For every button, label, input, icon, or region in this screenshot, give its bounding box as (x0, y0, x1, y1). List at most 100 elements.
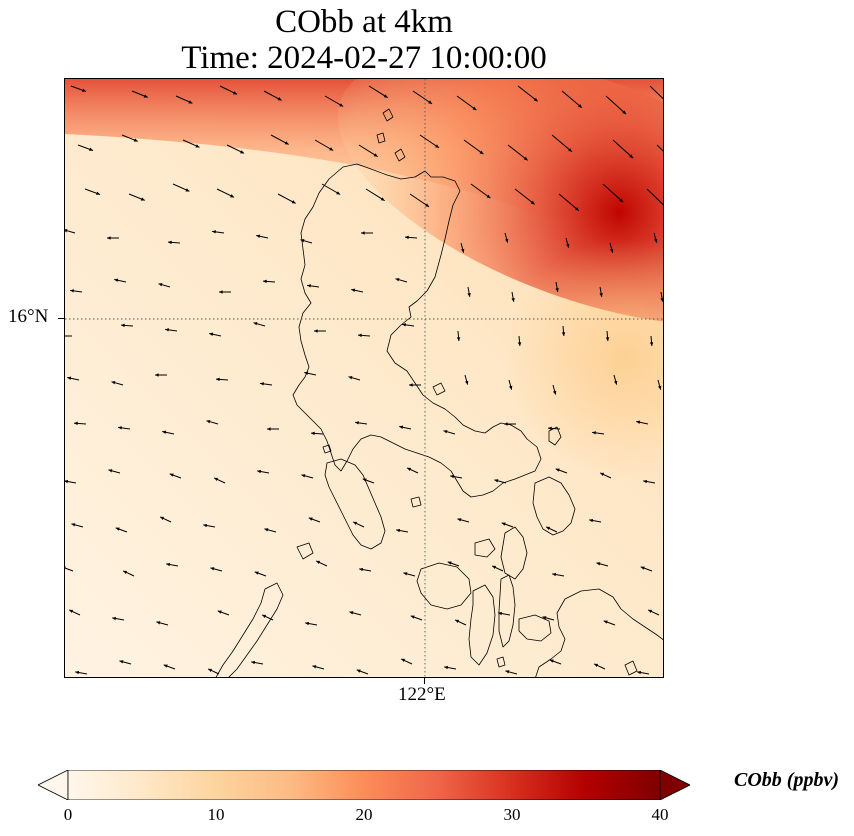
coastline-luzon (292, 163, 542, 498)
wind-vector-head (143, 94, 148, 98)
wind-vector (602, 183, 624, 203)
wind-vector-head (410, 615, 415, 619)
coastline-calamian (296, 542, 314, 560)
wind-vector-head (479, 150, 484, 155)
latitude-label: 16°N (8, 306, 49, 327)
wind-vector-head (300, 239, 305, 243)
wind-vector-head (383, 94, 388, 98)
coastline-marinduque (410, 496, 422, 508)
wind-vector-head (212, 230, 216, 234)
wind-vector (456, 95, 477, 111)
wind-vector-head (112, 616, 117, 621)
wind-vector-head (435, 144, 440, 148)
wind-vectors (65, 85, 663, 675)
wind-vector-head (578, 104, 582, 108)
wind-vector-head (119, 660, 124, 664)
wind-vector-head (233, 91, 238, 95)
wind-vector-head (291, 200, 296, 204)
wind-vector-head (407, 467, 412, 472)
wind-vector (656, 144, 663, 152)
wind-vector-head (523, 156, 528, 161)
wind-vector-head (649, 342, 654, 346)
wind-vector-head (158, 283, 163, 287)
wind-vector-head (75, 670, 80, 675)
colorbar-tick-20: 20 (355, 805, 373, 824)
wind-vector-head (568, 148, 572, 152)
wind-vector-head (339, 103, 344, 107)
coastline-samar (532, 476, 576, 536)
wind-vector-head (456, 337, 461, 341)
wind-vector-head (118, 426, 122, 430)
coastline-catanduanes (548, 426, 562, 446)
wind-vector (649, 85, 663, 100)
wind-vector-head (619, 198, 624, 203)
wind-vector-head (305, 621, 310, 626)
wind-vector-head (301, 474, 306, 478)
wind-vector-head (511, 297, 515, 302)
wind-vector-head (486, 194, 491, 199)
wind-vector-head (494, 479, 499, 483)
wind-vector-head (447, 561, 452, 565)
wind-vector-head (504, 238, 509, 243)
wind-vector-head (89, 147, 94, 151)
wind-vector-head (133, 138, 138, 142)
coastline-cebu (498, 574, 516, 648)
wind-vector-head (653, 238, 658, 243)
wind-vector-head (609, 248, 614, 253)
wind-vector-head (492, 565, 497, 570)
wind-vector-head (115, 527, 120, 531)
wind-vector-head (348, 376, 353, 380)
wind-vector-head (396, 528, 401, 533)
coastline-batanes-2 (376, 132, 386, 144)
wind-vector-head (565, 243, 570, 248)
wind-vector-head (648, 609, 653, 614)
wind-vector (558, 193, 580, 212)
coastline-lubang (322, 444, 332, 454)
wind-vector (612, 139, 634, 159)
wind-vector-head (643, 479, 648, 484)
coastline-panay (416, 562, 472, 610)
wind-vector-head (96, 191, 101, 195)
wind-vector-head (555, 287, 559, 292)
coastline-negros (468, 584, 496, 666)
wind-vector-head (316, 560, 321, 565)
wind-vector-head (185, 188, 190, 192)
colorbar-tick-10: 10 (207, 805, 225, 824)
colorbar-extend-high (659, 770, 690, 800)
coastline-palawan (215, 582, 284, 677)
wind-vector-head (605, 337, 610, 341)
wind-vector (368, 85, 388, 99)
wind-vector-head (622, 110, 627, 115)
wind-vector (646, 188, 663, 206)
wind-vector-head (65, 229, 68, 233)
wind-vector-head (314, 329, 318, 333)
coastline-batanes-1 (382, 108, 394, 122)
wind-vector-head (561, 332, 566, 336)
wind-vector-head (260, 382, 264, 386)
wind-vector-head (114, 278, 119, 282)
wind-vector-head (230, 194, 235, 198)
map-title-line-1: CObb at 4km (275, 4, 453, 40)
longitude-label: 122°E (398, 684, 446, 705)
wind-vector-head (111, 381, 116, 385)
wind-vector-head (336, 191, 341, 195)
wind-vector-head (162, 430, 167, 434)
wind-vector-head (107, 236, 111, 240)
wind-vector-head (533, 97, 538, 102)
wind-vector-head (508, 385, 513, 390)
wind-vector-head (267, 427, 271, 431)
wind-vector-head (403, 572, 408, 576)
wind-vector (412, 90, 433, 105)
wind-vector-head (312, 665, 317, 669)
wind-vector-head (657, 385, 662, 390)
wind-vector-head (405, 235, 409, 240)
wind-vector-head (155, 373, 159, 377)
wind-vector-head (380, 197, 385, 201)
wind-vector-head (71, 523, 76, 527)
wind-vector-head (542, 616, 547, 620)
wind-vector-head (450, 474, 455, 479)
wind-vector-head (219, 290, 223, 294)
colorbar-tick-40: 40 (651, 805, 669, 824)
wind-vector-head (629, 154, 634, 159)
wind-vector-head (329, 147, 334, 151)
